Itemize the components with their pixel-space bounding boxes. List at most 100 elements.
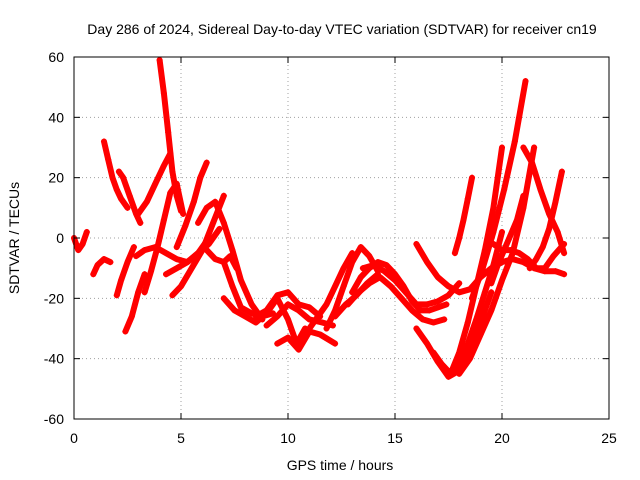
data-point-marker <box>332 283 339 290</box>
data-point-marker <box>237 277 244 284</box>
x-tick-label: 25 <box>601 430 617 446</box>
data-point-marker <box>441 316 448 323</box>
data-point-marker <box>220 192 227 199</box>
data-point-marker <box>122 328 129 335</box>
data-point-marker <box>124 259 131 266</box>
series-sat-20 <box>274 328 339 353</box>
data-point-marker <box>349 289 356 296</box>
data-point-marker <box>285 301 291 308</box>
series-trace <box>456 144 538 377</box>
series-sat-35 <box>490 241 568 272</box>
data-point-marker <box>539 244 546 251</box>
data-point-marker <box>160 162 167 169</box>
data-point-marker <box>210 219 217 226</box>
data-point-marker <box>392 271 398 278</box>
data-point-marker <box>447 370 454 377</box>
data-point-marker <box>464 319 471 326</box>
series-trace <box>274 328 339 353</box>
series-sat-2 <box>90 256 114 278</box>
data-point-marker <box>141 271 148 278</box>
series-trace <box>344 274 448 326</box>
series-trace <box>526 168 565 272</box>
data-point-marker <box>513 216 520 223</box>
data-point-marker <box>340 265 347 272</box>
data-point-marker <box>285 334 291 341</box>
data-point-marker <box>229 283 236 290</box>
data-point-marker <box>552 268 559 275</box>
data-point-marker <box>546 225 553 232</box>
data-point-marker <box>220 219 227 226</box>
series-trace <box>90 256 114 278</box>
data-point-marker <box>152 244 159 251</box>
data-point-marker <box>561 250 568 257</box>
data-point-marker <box>469 295 476 302</box>
data-series-layer <box>71 57 568 380</box>
data-point-marker <box>169 168 176 175</box>
data-point-marker <box>533 256 540 263</box>
data-point-marker <box>252 313 259 320</box>
data-point-marker <box>237 304 244 311</box>
data-point-marker <box>477 331 484 338</box>
series-sat-22 <box>323 244 381 332</box>
data-point-marker <box>387 283 394 290</box>
data-point-marker <box>120 174 127 181</box>
data-point-marker <box>135 210 142 217</box>
data-point-marker <box>156 57 163 64</box>
data-point-marker <box>242 313 249 320</box>
series-sat-33 <box>469 78 529 302</box>
data-point-marker <box>141 247 148 254</box>
data-point-marker <box>456 349 463 356</box>
series-trace <box>122 271 148 335</box>
data-point-marker <box>554 228 561 235</box>
data-point-marker <box>113 292 120 299</box>
data-point-marker <box>344 301 351 308</box>
data-point-marker <box>398 295 405 302</box>
series-sat-24 <box>344 274 448 326</box>
data-point-marker <box>488 280 495 287</box>
x-tick-label: 0 <box>70 430 78 446</box>
data-point-marker <box>541 265 548 272</box>
data-point-marker <box>520 259 527 266</box>
data-point-marker <box>135 289 142 296</box>
data-point-marker <box>160 216 167 223</box>
data-point-marker <box>507 247 514 254</box>
data-point-marker <box>195 250 202 257</box>
data-point-marker <box>124 204 131 211</box>
data-point-marker <box>173 192 180 199</box>
x-tick-label: 5 <box>177 430 185 446</box>
series-trace <box>71 229 90 254</box>
data-point-marker <box>184 259 191 266</box>
data-point-marker <box>383 262 390 269</box>
series-sat-9 <box>156 57 184 214</box>
data-point-marker <box>511 138 518 145</box>
data-point-marker <box>270 310 277 317</box>
series-sat-3 <box>100 138 131 211</box>
series-trace <box>113 244 137 299</box>
data-point-marker <box>165 129 172 136</box>
data-point-marker <box>227 253 234 260</box>
grid-lines <box>74 57 609 419</box>
data-point-marker <box>524 256 531 263</box>
data-point-marker <box>314 313 321 320</box>
data-point-marker <box>481 289 488 296</box>
series-sat-5 <box>113 244 137 299</box>
data-point-marker <box>248 301 255 308</box>
x-tick-label: 20 <box>494 430 510 446</box>
data-point-marker <box>295 346 302 353</box>
data-point-marker <box>443 301 450 308</box>
series-sat-31 <box>451 174 476 257</box>
data-point-marker <box>466 355 473 362</box>
data-point-marker <box>520 144 527 151</box>
data-point-marker <box>105 156 112 163</box>
data-point-marker <box>263 322 270 329</box>
data-point-marker <box>479 265 486 272</box>
data-point-marker <box>252 319 259 326</box>
data-point-marker <box>75 247 82 254</box>
data-point-marker <box>349 259 356 266</box>
data-point-marker <box>561 271 568 278</box>
series-trace <box>439 144 505 377</box>
y-axis-label: SDTVAR / TECUs <box>6 182 22 294</box>
y-tick-label: 0 <box>56 230 64 246</box>
x-tick-label: 10 <box>280 430 296 446</box>
data-point-marker <box>274 292 281 299</box>
